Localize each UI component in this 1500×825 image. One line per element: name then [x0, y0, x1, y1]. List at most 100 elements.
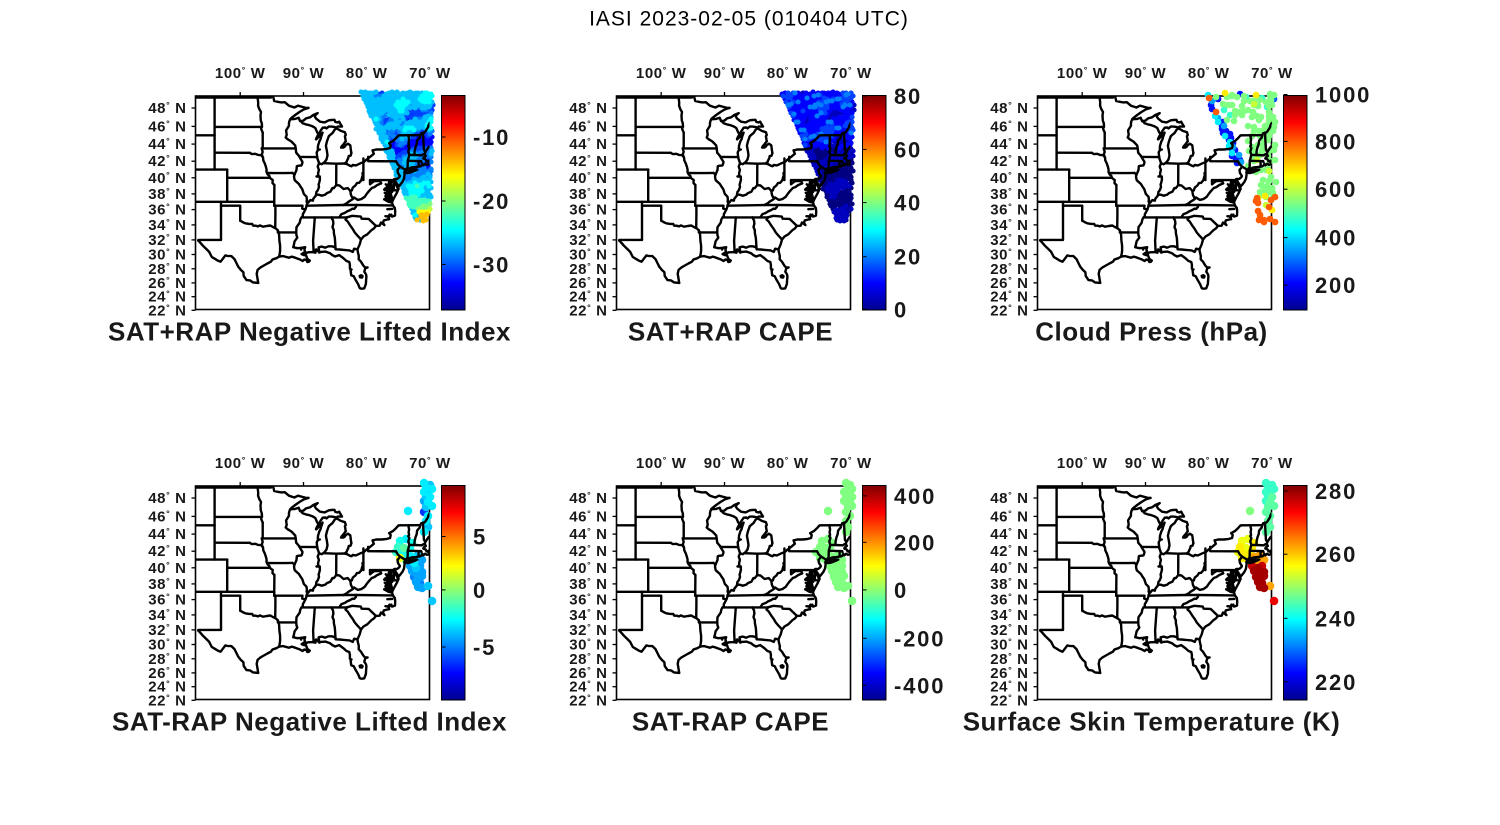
- svg-text:46° N: 46° N: [990, 118, 1028, 135]
- svg-text:44° N: 44° N: [990, 526, 1028, 543]
- svg-text:20: 20: [894, 245, 922, 270]
- svg-text:400: 400: [894, 484, 936, 509]
- svg-text:44° N: 44° N: [569, 526, 607, 543]
- svg-text:90° W: 90° W: [704, 65, 746, 82]
- svg-text:48° N: 48° N: [148, 490, 186, 507]
- svg-text:46° N: 46° N: [569, 118, 607, 135]
- svg-text:38° N: 38° N: [990, 186, 1028, 203]
- svg-text:42° N: 42° N: [990, 543, 1028, 560]
- svg-text:36° N: 36° N: [148, 202, 186, 219]
- svg-text:90° W: 90° W: [283, 455, 325, 472]
- svg-text:28° N: 28° N: [990, 651, 1028, 668]
- svg-text:34° N: 34° N: [569, 217, 607, 234]
- svg-text:28° N: 28° N: [148, 651, 186, 668]
- svg-text:220: 220: [1315, 670, 1357, 695]
- svg-text:40° N: 40° N: [990, 170, 1028, 187]
- svg-text:28° N: 28° N: [990, 261, 1028, 278]
- svg-text:36° N: 36° N: [990, 592, 1028, 609]
- svg-text:-5: -5: [473, 635, 496, 660]
- svg-text:36° N: 36° N: [569, 202, 607, 219]
- svg-text:36° N: 36° N: [148, 592, 186, 609]
- svg-text:44° N: 44° N: [990, 136, 1028, 153]
- svg-text:38° N: 38° N: [148, 186, 186, 203]
- svg-text:SAT+RAP Negative Lifted Index: SAT+RAP Negative Lifted Index: [108, 317, 511, 347]
- svg-text:40° N: 40° N: [148, 560, 186, 577]
- svg-text:32° N: 32° N: [569, 232, 607, 249]
- svg-text:38° N: 38° N: [148, 576, 186, 593]
- svg-text:0: 0: [473, 578, 487, 603]
- svg-text:48° N: 48° N: [569, 100, 607, 117]
- svg-text:-20: -20: [473, 189, 510, 214]
- svg-text:42° N: 42° N: [569, 153, 607, 170]
- svg-text:80° W: 80° W: [767, 455, 809, 472]
- svg-text:44° N: 44° N: [569, 136, 607, 153]
- svg-text:-30: -30: [473, 253, 510, 278]
- svg-text:24° N: 24° N: [990, 679, 1028, 696]
- svg-text:80: 80: [894, 84, 922, 109]
- svg-text:24° N: 24° N: [990, 289, 1028, 306]
- svg-text:42° N: 42° N: [148, 153, 186, 170]
- svg-text:32° N: 32° N: [569, 622, 607, 639]
- svg-text:42° N: 42° N: [990, 153, 1028, 170]
- svg-text:36° N: 36° N: [990, 202, 1028, 219]
- svg-text:40° N: 40° N: [990, 560, 1028, 577]
- svg-text:38° N: 38° N: [990, 576, 1028, 593]
- svg-text:46° N: 46° N: [148, 118, 186, 135]
- svg-text:24° N: 24° N: [148, 289, 186, 306]
- svg-text:200: 200: [1315, 273, 1357, 298]
- svg-text:80° W: 80° W: [1188, 455, 1230, 472]
- svg-text:30° N: 30° N: [990, 247, 1028, 264]
- svg-text:26° N: 26° N: [148, 275, 186, 292]
- svg-text:260: 260: [1315, 542, 1357, 567]
- svg-text:30° N: 30° N: [148, 637, 186, 654]
- svg-text:100° W: 100° W: [636, 65, 687, 82]
- svg-text:70° W: 70° W: [409, 455, 451, 472]
- svg-text:70° W: 70° W: [1251, 455, 1293, 472]
- svg-text:100° W: 100° W: [1057, 65, 1108, 82]
- svg-text:22° N: 22° N: [990, 302, 1028, 319]
- svg-text:Cloud Press (hPa): Cloud Press (hPa): [1035, 317, 1267, 347]
- svg-text:28° N: 28° N: [148, 261, 186, 278]
- svg-text:32° N: 32° N: [990, 622, 1028, 639]
- svg-text:70° W: 70° W: [830, 455, 872, 472]
- svg-text:44° N: 44° N: [148, 136, 186, 153]
- svg-text:34° N: 34° N: [148, 217, 186, 234]
- svg-text:30° N: 30° N: [569, 637, 607, 654]
- svg-text:24° N: 24° N: [569, 679, 607, 696]
- svg-text:80° W: 80° W: [346, 65, 388, 82]
- svg-text:SAT+RAP CAPE: SAT+RAP CAPE: [628, 317, 833, 347]
- svg-text:40° N: 40° N: [569, 170, 607, 187]
- svg-text:38° N: 38° N: [569, 186, 607, 203]
- svg-text:800: 800: [1315, 129, 1357, 154]
- svg-text:26° N: 26° N: [990, 665, 1028, 682]
- svg-text:90° W: 90° W: [1125, 65, 1167, 82]
- svg-text:22° N: 22° N: [990, 692, 1028, 709]
- svg-text:280: 280: [1315, 479, 1357, 504]
- svg-text:400: 400: [1315, 226, 1357, 251]
- svg-text:40: 40: [894, 191, 922, 216]
- svg-text:48° N: 48° N: [990, 490, 1028, 507]
- svg-text:-200: -200: [894, 626, 945, 651]
- svg-text:-400: -400: [894, 673, 945, 698]
- svg-text:0: 0: [894, 297, 908, 322]
- svg-text:90° W: 90° W: [1125, 455, 1167, 472]
- svg-text:SAT-RAP Negative Lifted Index: SAT-RAP Negative Lifted Index: [112, 707, 507, 737]
- svg-text:32° N: 32° N: [148, 622, 186, 639]
- svg-text:30° N: 30° N: [148, 247, 186, 264]
- svg-text:24° N: 24° N: [569, 289, 607, 306]
- svg-text:48° N: 48° N: [148, 100, 186, 117]
- svg-text:34° N: 34° N: [569, 607, 607, 624]
- svg-text:90° W: 90° W: [704, 455, 746, 472]
- svg-text:30° N: 30° N: [569, 247, 607, 264]
- svg-text:26° N: 26° N: [990, 275, 1028, 292]
- svg-text:-10: -10: [473, 125, 510, 150]
- svg-text:22° N: 22° N: [569, 692, 607, 709]
- svg-text:22° N: 22° N: [148, 302, 186, 319]
- svg-text:34° N: 34° N: [990, 607, 1028, 624]
- svg-text:32° N: 32° N: [148, 232, 186, 249]
- svg-text:100° W: 100° W: [636, 455, 687, 472]
- svg-text:48° N: 48° N: [990, 100, 1028, 117]
- svg-text:1000: 1000: [1315, 83, 1371, 108]
- svg-text:42° N: 42° N: [148, 543, 186, 560]
- svg-text:26° N: 26° N: [148, 665, 186, 682]
